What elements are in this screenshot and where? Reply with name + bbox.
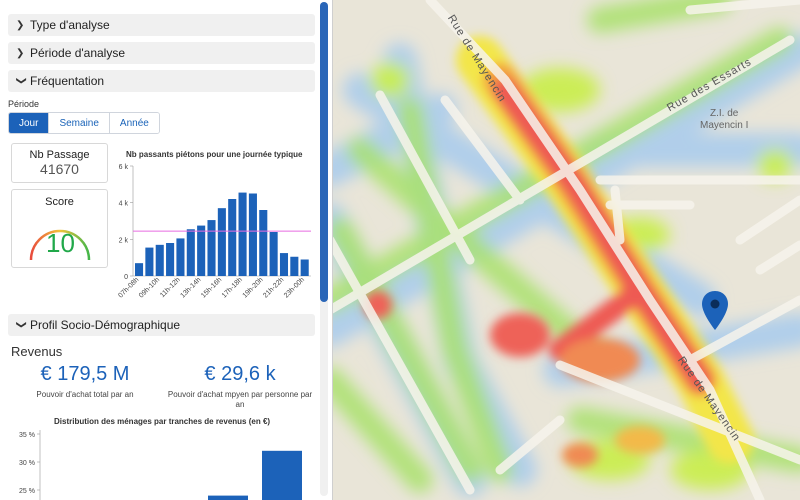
section-label: Période d'analyse <box>30 46 126 60</box>
x-tick-label: 11h-12h <box>159 276 182 299</box>
location-marker-icon[interactable] <box>700 290 730 332</box>
bar <box>176 238 185 276</box>
y-tick-label: 6 k <box>119 164 129 171</box>
bar <box>186 229 195 276</box>
panel-scrollbar[interactable] <box>320 2 328 496</box>
revenus-per-person-value: € 29,6 k <box>204 363 276 385</box>
score-value: 10 <box>46 228 75 258</box>
chart-pedestrians-title: Nb passants piétons pour une journée typ… <box>126 150 303 159</box>
revenus-total-caption: Pouvoir d'achat total par an <box>36 390 134 399</box>
nb-passage-card: Nb Passage 41670 <box>11 143 108 183</box>
x-tick-label: 09h-10h <box>138 276 161 299</box>
bar <box>207 220 216 276</box>
y-tick-label: 0 <box>124 274 128 281</box>
y-tick-label: 4 k <box>119 201 129 208</box>
panel-scrollbar-thumb[interactable] <box>320 2 328 302</box>
periode-option-jour[interactable]: Jour <box>9 113 50 133</box>
nb-passage-title: Nb Passage <box>29 149 90 161</box>
bar <box>228 199 237 276</box>
x-tick-label: 15h-16h <box>200 276 223 299</box>
bar <box>269 232 278 276</box>
periode-label: Période <box>8 99 40 109</box>
section-label: Profil Socio-Démographique <box>30 318 181 332</box>
chart-income: 20 %25 %30 %35 % <box>19 430 302 500</box>
score-gauge <box>29 229 91 261</box>
chevron-right-icon: ❯ <box>16 47 25 59</box>
section-periode-analyse[interactable]: ❯ Période d'analyse <box>8 42 315 64</box>
periode-selector: Jour Semaine Année <box>8 112 160 134</box>
x-tick-label: 13h-14h <box>179 276 202 299</box>
y-tick-label: 25 % <box>19 488 35 495</box>
bar <box>238 192 247 276</box>
chevron-down-icon: ❯ <box>15 320 27 329</box>
bar <box>197 225 206 276</box>
score-title: Score <box>45 196 74 208</box>
periode-option-semaine[interactable]: Semaine <box>49 113 110 133</box>
bar <box>166 243 175 276</box>
bar <box>145 247 154 276</box>
bar <box>208 495 248 500</box>
chart-income-title: Distribution des ménages par tranches de… <box>54 417 271 426</box>
bar <box>155 244 164 276</box>
revenus-title: Revenus <box>11 344 63 359</box>
bar <box>262 450 302 500</box>
score-card: Score 10 <box>11 189 108 268</box>
bar <box>248 193 257 276</box>
x-tick-label: 21h-22h <box>262 276 285 299</box>
revenus-total-value: € 179,5 M <box>40 363 130 385</box>
y-tick-label: 35 % <box>19 432 35 439</box>
periode-option-annee[interactable]: Année <box>109 113 159 133</box>
section-profil-socio[interactable]: ❯ Profil Socio-Démographique <box>8 314 315 336</box>
chart-pedestrians: 0 2 k 4 k 6 k 07h-08h09h-10h11h-12h13h-14h15… <box>117 164 311 300</box>
x-tick-label: 17h-18h <box>221 276 244 299</box>
bar <box>279 253 289 276</box>
place-label-line2: Mayencin I <box>700 120 749 131</box>
bar <box>135 263 144 276</box>
chevron-down-icon: ❯ <box>15 76 27 85</box>
section-type-analyse[interactable]: ❯ Type d'analyse <box>8 14 315 36</box>
bar <box>300 259 309 276</box>
analysis-panel: ❯ Type d'analyse ❯ Période d'analyse ❯ F… <box>0 0 333 500</box>
place-label: Z.I. de Mayencin I <box>700 108 748 132</box>
x-tick-label: 23h-00h <box>283 276 306 299</box>
nb-passage-value: 41670 <box>40 161 79 177</box>
x-tick-label: 07h-08h <box>117 276 140 299</box>
y-tick-label: 30 % <box>19 460 35 467</box>
chevron-right-icon: ❯ <box>16 19 25 31</box>
section-label: Fréquentation <box>30 74 105 88</box>
section-frequentation[interactable]: ❯ Fréquentation <box>8 70 315 92</box>
bar <box>259 210 268 276</box>
street-layer <box>325 0 800 500</box>
x-tick-label: 19h-20h <box>242 276 265 299</box>
place-label-line1: Z.I. de <box>710 108 739 119</box>
bar <box>217 208 226 276</box>
revenus-per-person-caption: Pouvoir d'achat mpyen par personne par a… <box>167 390 313 409</box>
section-label: Type d'analyse <box>30 18 110 32</box>
bar <box>290 256 299 276</box>
y-tick-label: 2 k <box>119 237 129 244</box>
